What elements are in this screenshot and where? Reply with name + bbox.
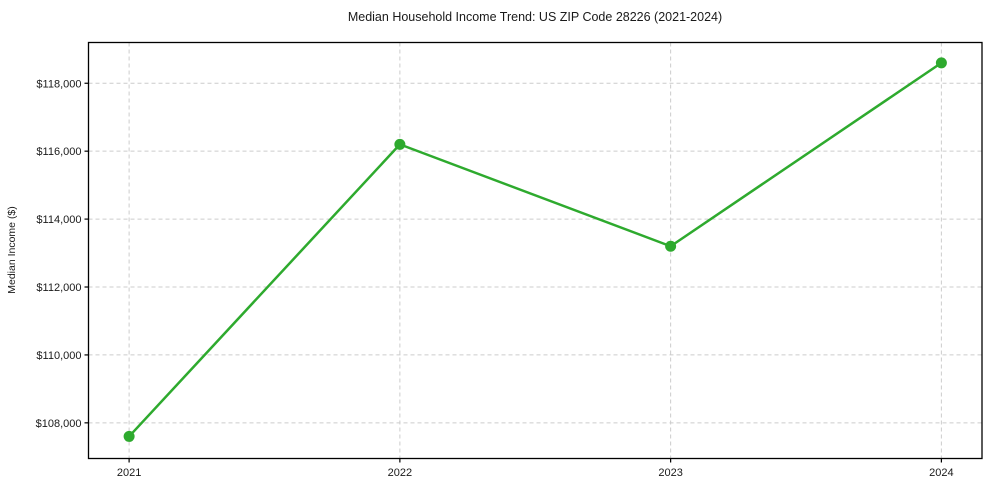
y-tick-label: $114,000 bbox=[36, 214, 81, 226]
data-point-marker bbox=[394, 138, 406, 150]
y-axis-label: Median Income ($) bbox=[6, 206, 18, 294]
x-tick-label: 2023 bbox=[658, 467, 682, 479]
chart-title: Median Household Income Trend: US ZIP Co… bbox=[348, 10, 722, 24]
x-tick-label: 2021 bbox=[117, 467, 141, 479]
y-tick-label: $116,000 bbox=[36, 146, 81, 158]
data-point-marker bbox=[935, 57, 947, 69]
axes-border bbox=[87, 41, 983, 460]
data-point-marker bbox=[665, 240, 677, 252]
x-tick-label: 2024 bbox=[929, 467, 953, 479]
x-tick-label: 2022 bbox=[388, 467, 412, 479]
y-tick-label: $108,000 bbox=[36, 418, 82, 430]
data-point-marker bbox=[123, 430, 135, 442]
y-tick-label: $118,000 bbox=[36, 78, 81, 90]
trend-line bbox=[127, 61, 943, 438]
y-tick-label: $112,000 bbox=[36, 282, 81, 294]
y-tick-label: $110,000 bbox=[36, 350, 81, 362]
plot-area: $108,000 $110,000 $112,000 $114,000 $116,000… bbox=[36, 41, 983, 479]
